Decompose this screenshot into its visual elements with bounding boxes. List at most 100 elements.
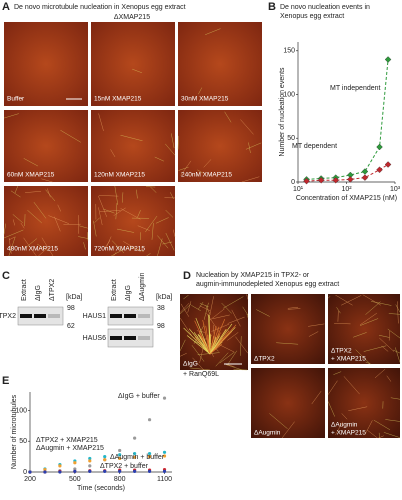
aster-filament bbox=[194, 320, 211, 355]
filament bbox=[212, 314, 230, 319]
filament bbox=[397, 301, 399, 324]
micrograph bbox=[178, 22, 262, 106]
x-tick-label: 800 bbox=[114, 476, 126, 483]
filament bbox=[25, 191, 42, 193]
x-axis-label: Time (seconds) bbox=[77, 485, 125, 492]
filament bbox=[334, 323, 351, 325]
data-point bbox=[118, 456, 122, 461]
filament bbox=[132, 68, 142, 74]
series-label: ΔAugmin + buffer bbox=[110, 454, 165, 461]
series-label: MT independent bbox=[330, 85, 381, 92]
filament bbox=[227, 316, 245, 324]
filament bbox=[122, 192, 124, 203]
micrograph bbox=[91, 22, 175, 106]
blot-band bbox=[110, 336, 122, 340]
aster-filament bbox=[209, 335, 220, 355]
image-label: ΔAugmin bbox=[254, 430, 281, 437]
data-point bbox=[88, 464, 92, 468]
y-tick-label: 0 bbox=[23, 469, 27, 476]
filament bbox=[120, 208, 141, 220]
filament bbox=[113, 207, 126, 216]
filament bbox=[359, 312, 378, 326]
series-label: ΔAugmin + XMAP215 bbox=[36, 445, 104, 452]
protein-label: HAUS1 bbox=[83, 313, 106, 320]
filament bbox=[165, 232, 175, 251]
blot-band bbox=[138, 336, 150, 340]
filament bbox=[383, 432, 401, 438]
panel-letter: E bbox=[2, 375, 9, 387]
filament bbox=[157, 235, 169, 249]
filament bbox=[203, 302, 209, 320]
filament bbox=[191, 345, 205, 362]
filament bbox=[170, 133, 175, 149]
data-point bbox=[58, 464, 62, 468]
image-label: 15nM XMAP215 bbox=[94, 96, 142, 103]
filament bbox=[199, 303, 209, 307]
series-label: ΔIgG + buffer bbox=[118, 393, 160, 400]
x-tick-label: 200 bbox=[24, 476, 36, 483]
y-axis-label: Number of microtubules bbox=[11, 394, 18, 469]
filament bbox=[308, 331, 319, 337]
filament bbox=[38, 249, 47, 257]
filament bbox=[10, 190, 21, 198]
filament bbox=[178, 166, 189, 171]
blot-band bbox=[138, 314, 150, 318]
image-label: ΔTPX2 bbox=[254, 356, 275, 363]
filament bbox=[99, 210, 121, 212]
filament bbox=[78, 236, 89, 239]
data-point bbox=[43, 470, 47, 474]
filament bbox=[374, 368, 386, 379]
x-tick-label: 10² bbox=[341, 186, 352, 193]
filament bbox=[79, 225, 88, 229]
filament bbox=[187, 301, 192, 313]
image-label: ΔIgG bbox=[183, 361, 198, 368]
aster-filament bbox=[186, 335, 211, 355]
filament bbox=[215, 352, 229, 367]
filament bbox=[54, 216, 61, 232]
filament bbox=[179, 303, 192, 315]
filament bbox=[12, 214, 23, 223]
marker-label: 38 bbox=[157, 305, 165, 312]
filament bbox=[199, 305, 211, 311]
micrograph bbox=[178, 110, 262, 182]
filament bbox=[381, 345, 389, 352]
filament bbox=[123, 241, 141, 252]
filament bbox=[93, 220, 97, 237]
panel-letter: A bbox=[2, 1, 10, 13]
data-point bbox=[43, 467, 47, 472]
data-point bbox=[133, 451, 137, 456]
lane-label: ΔIgG bbox=[125, 285, 132, 301]
filament bbox=[172, 229, 176, 237]
filament bbox=[111, 240, 125, 254]
x-tick-label: 500 bbox=[69, 476, 81, 483]
data-point bbox=[162, 454, 167, 458]
panel-subtitle: ΔXMAP215 bbox=[114, 14, 150, 21]
data-point bbox=[103, 469, 107, 473]
filament bbox=[191, 305, 201, 312]
filament bbox=[198, 87, 203, 95]
aster-filament bbox=[183, 327, 211, 355]
filament bbox=[111, 249, 124, 257]
image-label: ΔAugmin bbox=[331, 422, 358, 429]
filament bbox=[63, 223, 81, 225]
data-point bbox=[133, 436, 137, 440]
micrograph bbox=[91, 110, 175, 182]
data-point bbox=[73, 467, 77, 471]
filament bbox=[197, 169, 204, 174]
data-point bbox=[147, 418, 152, 422]
filament bbox=[137, 210, 141, 218]
image-label: Buffer bbox=[7, 96, 25, 103]
filament bbox=[231, 309, 241, 327]
image-label: + XMAP215 bbox=[331, 356, 366, 363]
filament bbox=[41, 178, 53, 183]
image-label: ΔTPX2 bbox=[331, 348, 352, 355]
data-point bbox=[332, 176, 340, 184]
filament bbox=[14, 185, 19, 194]
unit-label: [kDa] bbox=[156, 294, 172, 301]
filament bbox=[197, 352, 220, 356]
filament bbox=[20, 222, 25, 229]
data-point bbox=[118, 448, 122, 453]
filament bbox=[240, 336, 242, 356]
y-axis-label: Number of nucleation events bbox=[279, 67, 286, 157]
x-axis-label: Concentration of XMAP215 (nM) bbox=[296, 195, 397, 202]
